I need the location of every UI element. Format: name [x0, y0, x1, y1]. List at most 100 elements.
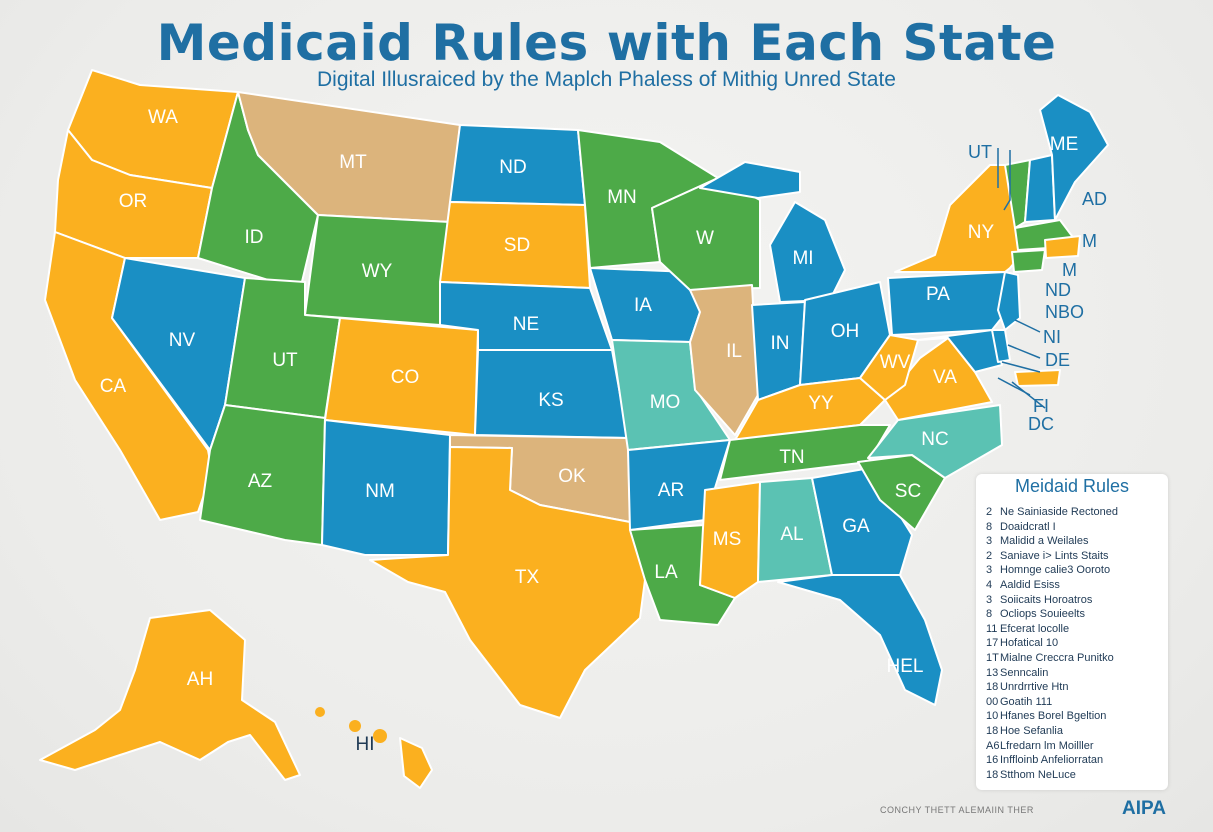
legend-item-number: 8 [986, 520, 993, 533]
legend-item-text: Unrdrrtive Htn [1000, 681, 1069, 694]
legend-item-text: Saniave i> Lints Staits [1000, 549, 1109, 562]
legend-item-text: Lfredarn lm Moilller [1000, 739, 1094, 752]
state-de[interactable] [991, 329, 1011, 363]
label-sd: SD [504, 235, 530, 256]
label-sc: SC [895, 481, 921, 502]
label-va: VA [933, 367, 957, 388]
label-mn: MN [607, 187, 637, 208]
state-ms[interactable] [699, 481, 761, 599]
label-az: AZ [248, 471, 273, 492]
state-ny[interactable] [894, 164, 1026, 273]
label-nm: NM [365, 481, 395, 502]
state-fl[interactable] [777, 574, 943, 706]
legend-item-text: Hfanes Borel Bgeltion [1000, 710, 1107, 723]
state-ak[interactable] [39, 609, 301, 781]
legend-item: 10 Hfanes Borel Bgeltion [986, 709, 1168, 724]
legend-item-number: 2 [986, 549, 993, 562]
legend-item-text: Malidid a Weilales [1000, 535, 1089, 548]
legend-item-text: Ocliops Souieelts [1000, 608, 1085, 621]
legend-item-text: Inffloinb Anfeliorratan [1000, 754, 1104, 767]
legend-item-text: Stthom NeLuce [1000, 768, 1076, 781]
label-tn: TN [779, 447, 804, 468]
legend-item-number: 17 [986, 637, 999, 650]
state-mi-up[interactable] [699, 161, 801, 199]
legend-item-number: 13 [986, 666, 999, 679]
page-title: Medicaid Rules with Each State [156, 14, 1057, 72]
label-il: IL [726, 341, 742, 362]
brand-logo: AIPA [1122, 798, 1166, 819]
legend-item-number: 16 [986, 754, 999, 767]
state-nh[interactable] [1024, 154, 1056, 223]
legend-item: 3 Malidid a Weilales [986, 534, 1168, 549]
legend-item-number: 2 [986, 506, 993, 518]
label-wi: W [696, 228, 714, 249]
legend-item-number: 1T [986, 651, 999, 664]
legend-item-text: Senncalin [1000, 666, 1049, 679]
state-ga[interactable] [811, 467, 913, 576]
state-mo[interactable] [611, 339, 731, 451]
legend-item: 13 Senncalin [986, 666, 1168, 681]
label-nc: NC [921, 429, 948, 450]
label-nd: ND [499, 157, 526, 178]
state-nj[interactable] [997, 271, 1021, 331]
label-ut: UT [272, 350, 298, 371]
legend-item-number: 3 [986, 593, 993, 606]
state-wv[interactable] [859, 334, 919, 401]
legend-item-number: 18 [986, 768, 999, 781]
legend-item-number: 10 [986, 710, 999, 723]
label-ok: OK [558, 466, 586, 487]
legend-item-number: 18 [986, 724, 999, 737]
label-mi: MI [792, 248, 813, 269]
legend-item: 18 Hoe Sefanlia [986, 724, 1168, 739]
side-label-nd: ND [1045, 280, 1071, 300]
legend-item-text: Efcerat locolle [1000, 622, 1070, 635]
label-al: AL [780, 524, 803, 545]
legend-item: 18 Unrdrrtive Htn [986, 680, 1168, 695]
label-co: CO [391, 367, 420, 388]
legend-item: 8 Doaidcratl I [986, 520, 1168, 535]
state-tx[interactable] [369, 446, 646, 719]
state-md[interactable] [917, 329, 1003, 373]
side-label-de: DE [1045, 350, 1070, 370]
label-id: ID [245, 227, 264, 248]
state-hi[interactable] [399, 737, 433, 789]
label-ak: AH [187, 669, 213, 690]
legend-item-number: 00 [986, 695, 999, 708]
state-nm[interactable] [321, 419, 451, 556]
legend-item-number: 18 [986, 681, 999, 694]
legend-item-text: Homnge calie3 Ooroto [1000, 564, 1111, 577]
label-wa: WA [148, 107, 178, 128]
label-pa: PA [926, 284, 950, 305]
legend-item: A6Lfredarn lm Moilller [986, 739, 1168, 754]
legend-item-text: Goatih 111 [1000, 695, 1053, 708]
side-label-fi: FI [1033, 396, 1049, 416]
label-in: IN [771, 333, 790, 354]
legend-item-text: Mialne Creccra Punitko [1000, 651, 1114, 664]
label-me: ME [1050, 134, 1079, 155]
state-il[interactable] [689, 284, 759, 436]
side-label-ni: NI [1043, 327, 1061, 347]
side-label-dc: DC [1028, 414, 1054, 434]
legend-item-text: Soiicaits Horoatros [1000, 593, 1093, 606]
label-tx: TX [515, 567, 540, 588]
legend-item: 1TMialne Creccra Punitko [986, 651, 1168, 666]
label-ny: NY [968, 222, 995, 243]
legend-item-number: 4 [986, 578, 993, 591]
legend-item: 11 Efcerat locolle [986, 622, 1168, 637]
state-mi[interactable] [769, 201, 846, 303]
legend-item: 4 Aaldid Esiss [986, 578, 1168, 593]
footer-credit: CONCHY THETT ALEMAIIN THER [880, 805, 1034, 815]
state-ri[interactable] [1044, 235, 1081, 259]
state-me[interactable] [1039, 94, 1109, 221]
side-label-ad: AD [1082, 189, 1107, 209]
legend-item-number: 3 [986, 564, 993, 577]
state-ct[interactable] [1011, 249, 1046, 273]
legend-item-text: Doaidcratl I [1000, 520, 1056, 533]
side-label-m1: M [1082, 231, 1097, 251]
legend-item: 17 Hofatical 10 [986, 636, 1168, 651]
page-subtitle: Digital Illusraiced by the Maplch Phales… [317, 68, 896, 91]
label-nv: NV [169, 330, 196, 351]
